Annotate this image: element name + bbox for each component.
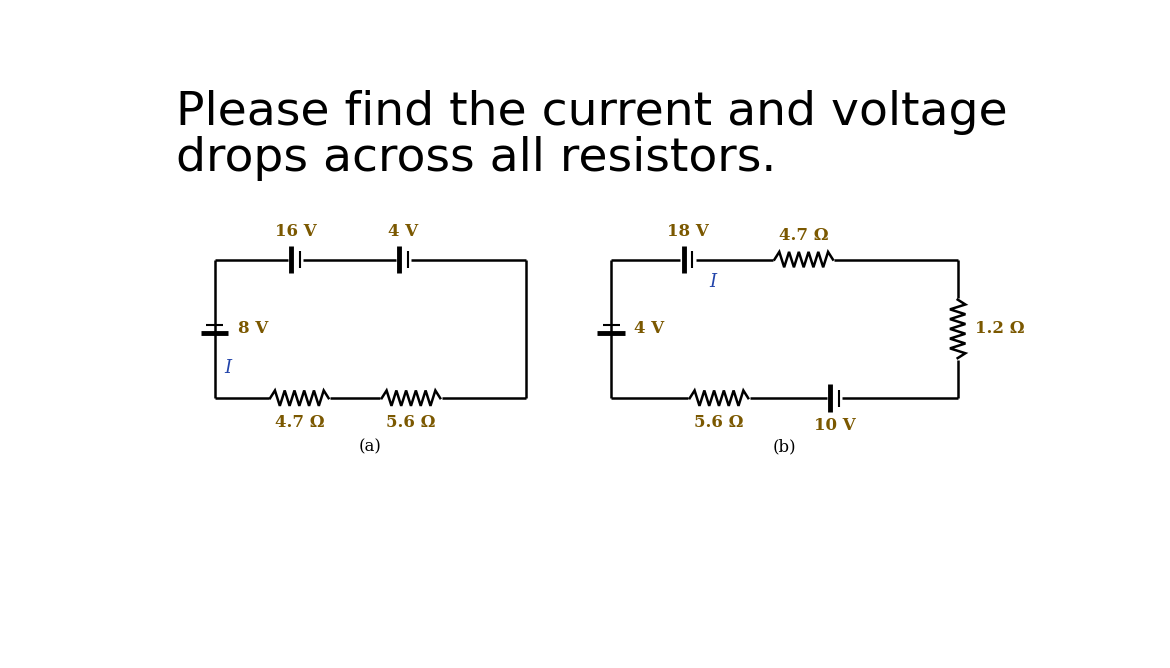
Text: (b): (b)	[772, 438, 797, 455]
Text: 1.2 Ω: 1.2 Ω	[975, 321, 1024, 337]
Text: 4 V: 4 V	[388, 223, 419, 240]
Text: 4.7 Ω: 4.7 Ω	[779, 227, 828, 244]
Text: 4 V: 4 V	[634, 321, 665, 337]
Text: Please find the current and voltage: Please find the current and voltage	[177, 90, 1007, 135]
Text: 4.7 Ω: 4.7 Ω	[275, 413, 324, 431]
Text: 5.6 Ω: 5.6 Ω	[386, 413, 435, 431]
Text: 10 V: 10 V	[813, 418, 855, 434]
Text: 16 V: 16 V	[275, 223, 316, 240]
Text: (a): (a)	[359, 438, 381, 455]
Text: 18 V: 18 V	[667, 223, 709, 240]
Text: I: I	[710, 273, 717, 291]
Text: I: I	[223, 359, 230, 377]
Text: 8 V: 8 V	[238, 321, 268, 337]
Text: drops across all resistors.: drops across all resistors.	[177, 136, 777, 182]
Text: 5.6 Ω: 5.6 Ω	[694, 413, 744, 431]
